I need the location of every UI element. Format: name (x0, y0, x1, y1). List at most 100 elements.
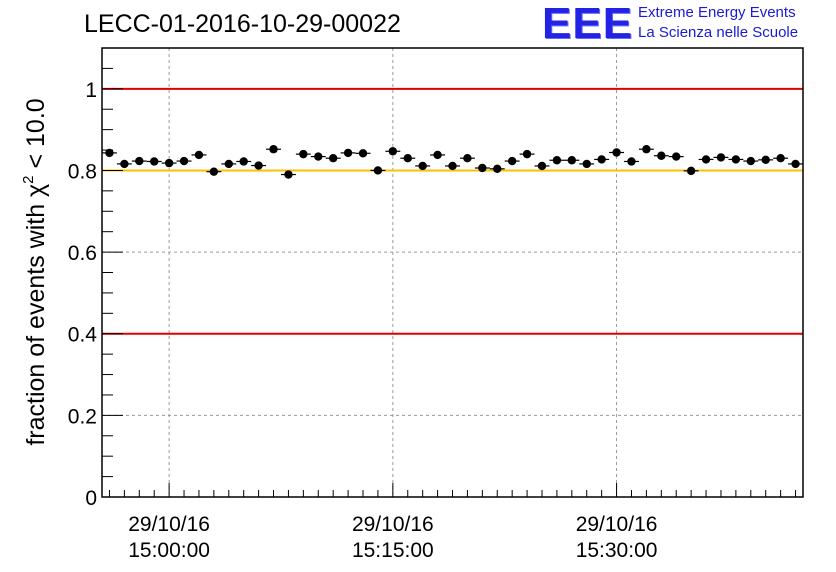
data-point-6 (191, 150, 207, 160)
data-point-38 (668, 152, 684, 161)
point-marker (179, 156, 189, 166)
data-point-11 (266, 145, 281, 154)
point-marker (627, 157, 636, 166)
tick-labels: 0 0.2 0.4 0.6 0.8 1 29/10/16 15:00:00 29/10/16 15… (68, 79, 658, 562)
data-point-40 (698, 155, 714, 164)
point-marker (716, 153, 726, 162)
point-marker (657, 151, 666, 160)
chart-title: LECC-01-2016-10-29-00022 (84, 10, 401, 38)
data-point-43 (743, 156, 759, 166)
point-marker (507, 156, 517, 166)
x-tick-label-date-0: 29/10/16 (128, 513, 210, 536)
data-point-37 (653, 151, 669, 160)
point-marker (299, 149, 308, 159)
data-point-33 (594, 155, 610, 164)
point-marker (612, 148, 621, 157)
data-point-39 (683, 166, 699, 176)
data-point-21 (415, 161, 431, 171)
x-tick-label-time-0: 15:00:00 (128, 539, 210, 562)
point-marker (120, 159, 129, 169)
point-marker (552, 156, 562, 165)
point-marker (254, 161, 263, 170)
plot-frame (101, 47, 804, 498)
data-point-10 (251, 161, 267, 170)
data-point-2 (131, 156, 147, 166)
point-marker (776, 154, 785, 163)
point-marker (567, 156, 577, 165)
point-marker (194, 150, 204, 160)
point-marker (478, 163, 487, 173)
point-marker (672, 152, 681, 161)
x-tick-label-time-1: 15:15:00 (352, 539, 434, 562)
y-tick-label-0: 0 (85, 487, 97, 510)
x-tick-label-date-1: 29/10/16 (352, 513, 434, 536)
point-marker (269, 145, 278, 154)
point-marker (239, 157, 248, 166)
data-point-14 (310, 152, 326, 161)
data-point-4 (161, 158, 177, 168)
data-point-32 (579, 159, 595, 169)
data-points (102, 145, 803, 179)
point-marker (403, 154, 412, 163)
point-marker (448, 161, 457, 171)
y-axis-label: fraction of events with χ2 < 10.0 (20, 98, 50, 445)
data-point-45 (773, 154, 789, 163)
point-marker (597, 155, 606, 164)
data-point-46 (788, 159, 803, 169)
point-marker (537, 161, 547, 171)
reference-lines (102, 87, 803, 335)
data-point-41 (713, 153, 729, 162)
y-tick-label-4: 0.8 (68, 160, 97, 183)
point-marker (209, 167, 219, 176)
data-point-3 (146, 157, 162, 166)
point-marker (224, 159, 233, 169)
grid-lines (102, 48, 803, 497)
point-marker (701, 155, 711, 164)
point-marker (686, 166, 696, 176)
data-point-7 (206, 167, 222, 176)
point-marker (731, 155, 741, 164)
eee-logo: EEE (542, 0, 634, 48)
y-axis-label-main: fraction of events with χ (22, 184, 50, 446)
data-point-26 (489, 164, 505, 174)
data-point-1 (116, 159, 132, 169)
data-point-25 (474, 163, 490, 173)
point-marker (388, 147, 398, 156)
data-point-19 (385, 147, 401, 156)
data-point-42 (728, 155, 744, 164)
x-tick-label-time-2: 15:30:00 (576, 539, 658, 562)
y-tick-label-5: 1 (85, 79, 97, 102)
point-marker (105, 148, 114, 158)
data-point-36 (638, 145, 654, 154)
point-marker (418, 161, 427, 171)
data-point-30 (549, 156, 565, 165)
point-marker (761, 155, 770, 165)
data-point-13 (295, 149, 311, 159)
point-marker (343, 148, 353, 158)
point-marker (746, 156, 755, 166)
y-axis-label-superscript: 2 (20, 175, 37, 183)
data-point-16 (340, 148, 356, 158)
data-point-23 (445, 161, 460, 171)
point-marker (164, 158, 174, 168)
data-point-12 (280, 170, 296, 179)
data-point-44 (758, 155, 774, 165)
data-point-31 (564, 156, 580, 165)
axis-ticks (102, 47, 797, 498)
data-point-17 (355, 149, 371, 158)
point-marker (314, 152, 323, 161)
point-marker (135, 156, 144, 166)
data-point-27 (504, 156, 520, 166)
data-point-35 (624, 157, 639, 166)
point-marker (373, 166, 383, 175)
data-point-20 (400, 154, 416, 163)
point-marker (791, 159, 800, 169)
point-marker (522, 149, 532, 159)
data-point-22 (430, 150, 446, 160)
data-point-8 (221, 159, 237, 169)
data-point-34 (609, 148, 625, 157)
point-marker (642, 145, 651, 154)
y-tick-label-2: 0.4 (68, 324, 98, 347)
data-point-28 (519, 149, 535, 159)
